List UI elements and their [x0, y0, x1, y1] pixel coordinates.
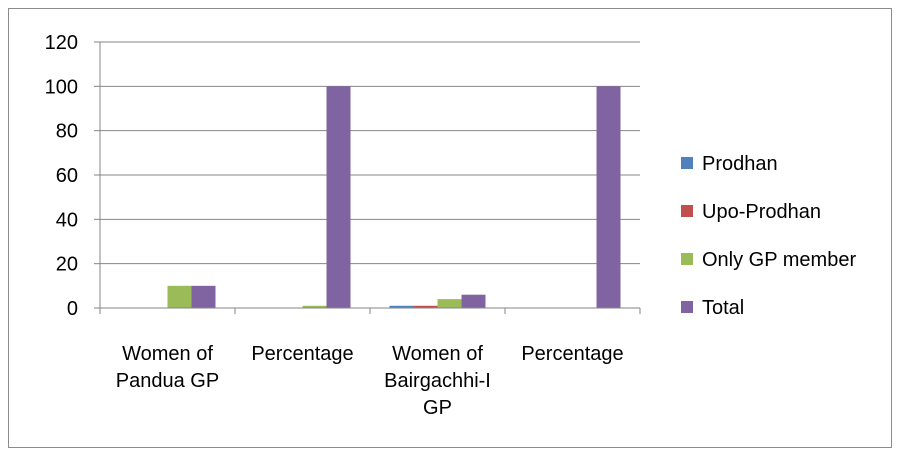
bar: [596, 86, 621, 308]
gridlines: [100, 41, 640, 265]
bar: [302, 305, 327, 308]
legend-label: Only GP member: [702, 249, 856, 271]
axes: 0 20 40 60 80 100 120 Women of Pandua GP Percenta…: [45, 32, 641, 419]
bar: [389, 305, 414, 308]
bar: [167, 285, 192, 308]
y-tick-label: 40: [56, 209, 78, 231]
bar: [326, 86, 351, 308]
y-tick-label: 80: [56, 121, 78, 143]
x-category-label: Pandua GP: [116, 370, 219, 392]
y-tick-label: 120: [45, 32, 78, 54]
x-category-label: Percentage: [521, 343, 623, 365]
y-tick-label: 100: [45, 76, 78, 98]
x-category-label: Women of: [122, 343, 213, 365]
bar: [437, 299, 462, 308]
x-category-label: Bairgachhi-I: [384, 370, 491, 392]
legend-swatch: [681, 301, 693, 313]
y-tick-label: 20: [56, 254, 78, 276]
x-category-label: GP: [423, 397, 452, 419]
bar: [461, 294, 486, 308]
legend-label: Total: [702, 297, 744, 319]
x-category-label: Percentage: [251, 343, 353, 365]
y-tick-label: 60: [56, 165, 78, 187]
legend-swatch: [681, 157, 693, 169]
x-category-label: Women of: [392, 343, 483, 365]
chart-frame: [8, 8, 892, 448]
bar: [191, 285, 216, 308]
y-tick-label: 0: [67, 298, 78, 320]
legend: Prodhan Upo-Prodhan Only GP member Total: [681, 153, 856, 319]
legend-swatch: [681, 253, 693, 265]
legend-label: Prodhan: [702, 153, 778, 175]
bar: [413, 305, 438, 308]
legend-label: Upo-Prodhan: [702, 201, 821, 223]
legend-swatch: [681, 205, 693, 217]
bars: [167, 86, 621, 308]
